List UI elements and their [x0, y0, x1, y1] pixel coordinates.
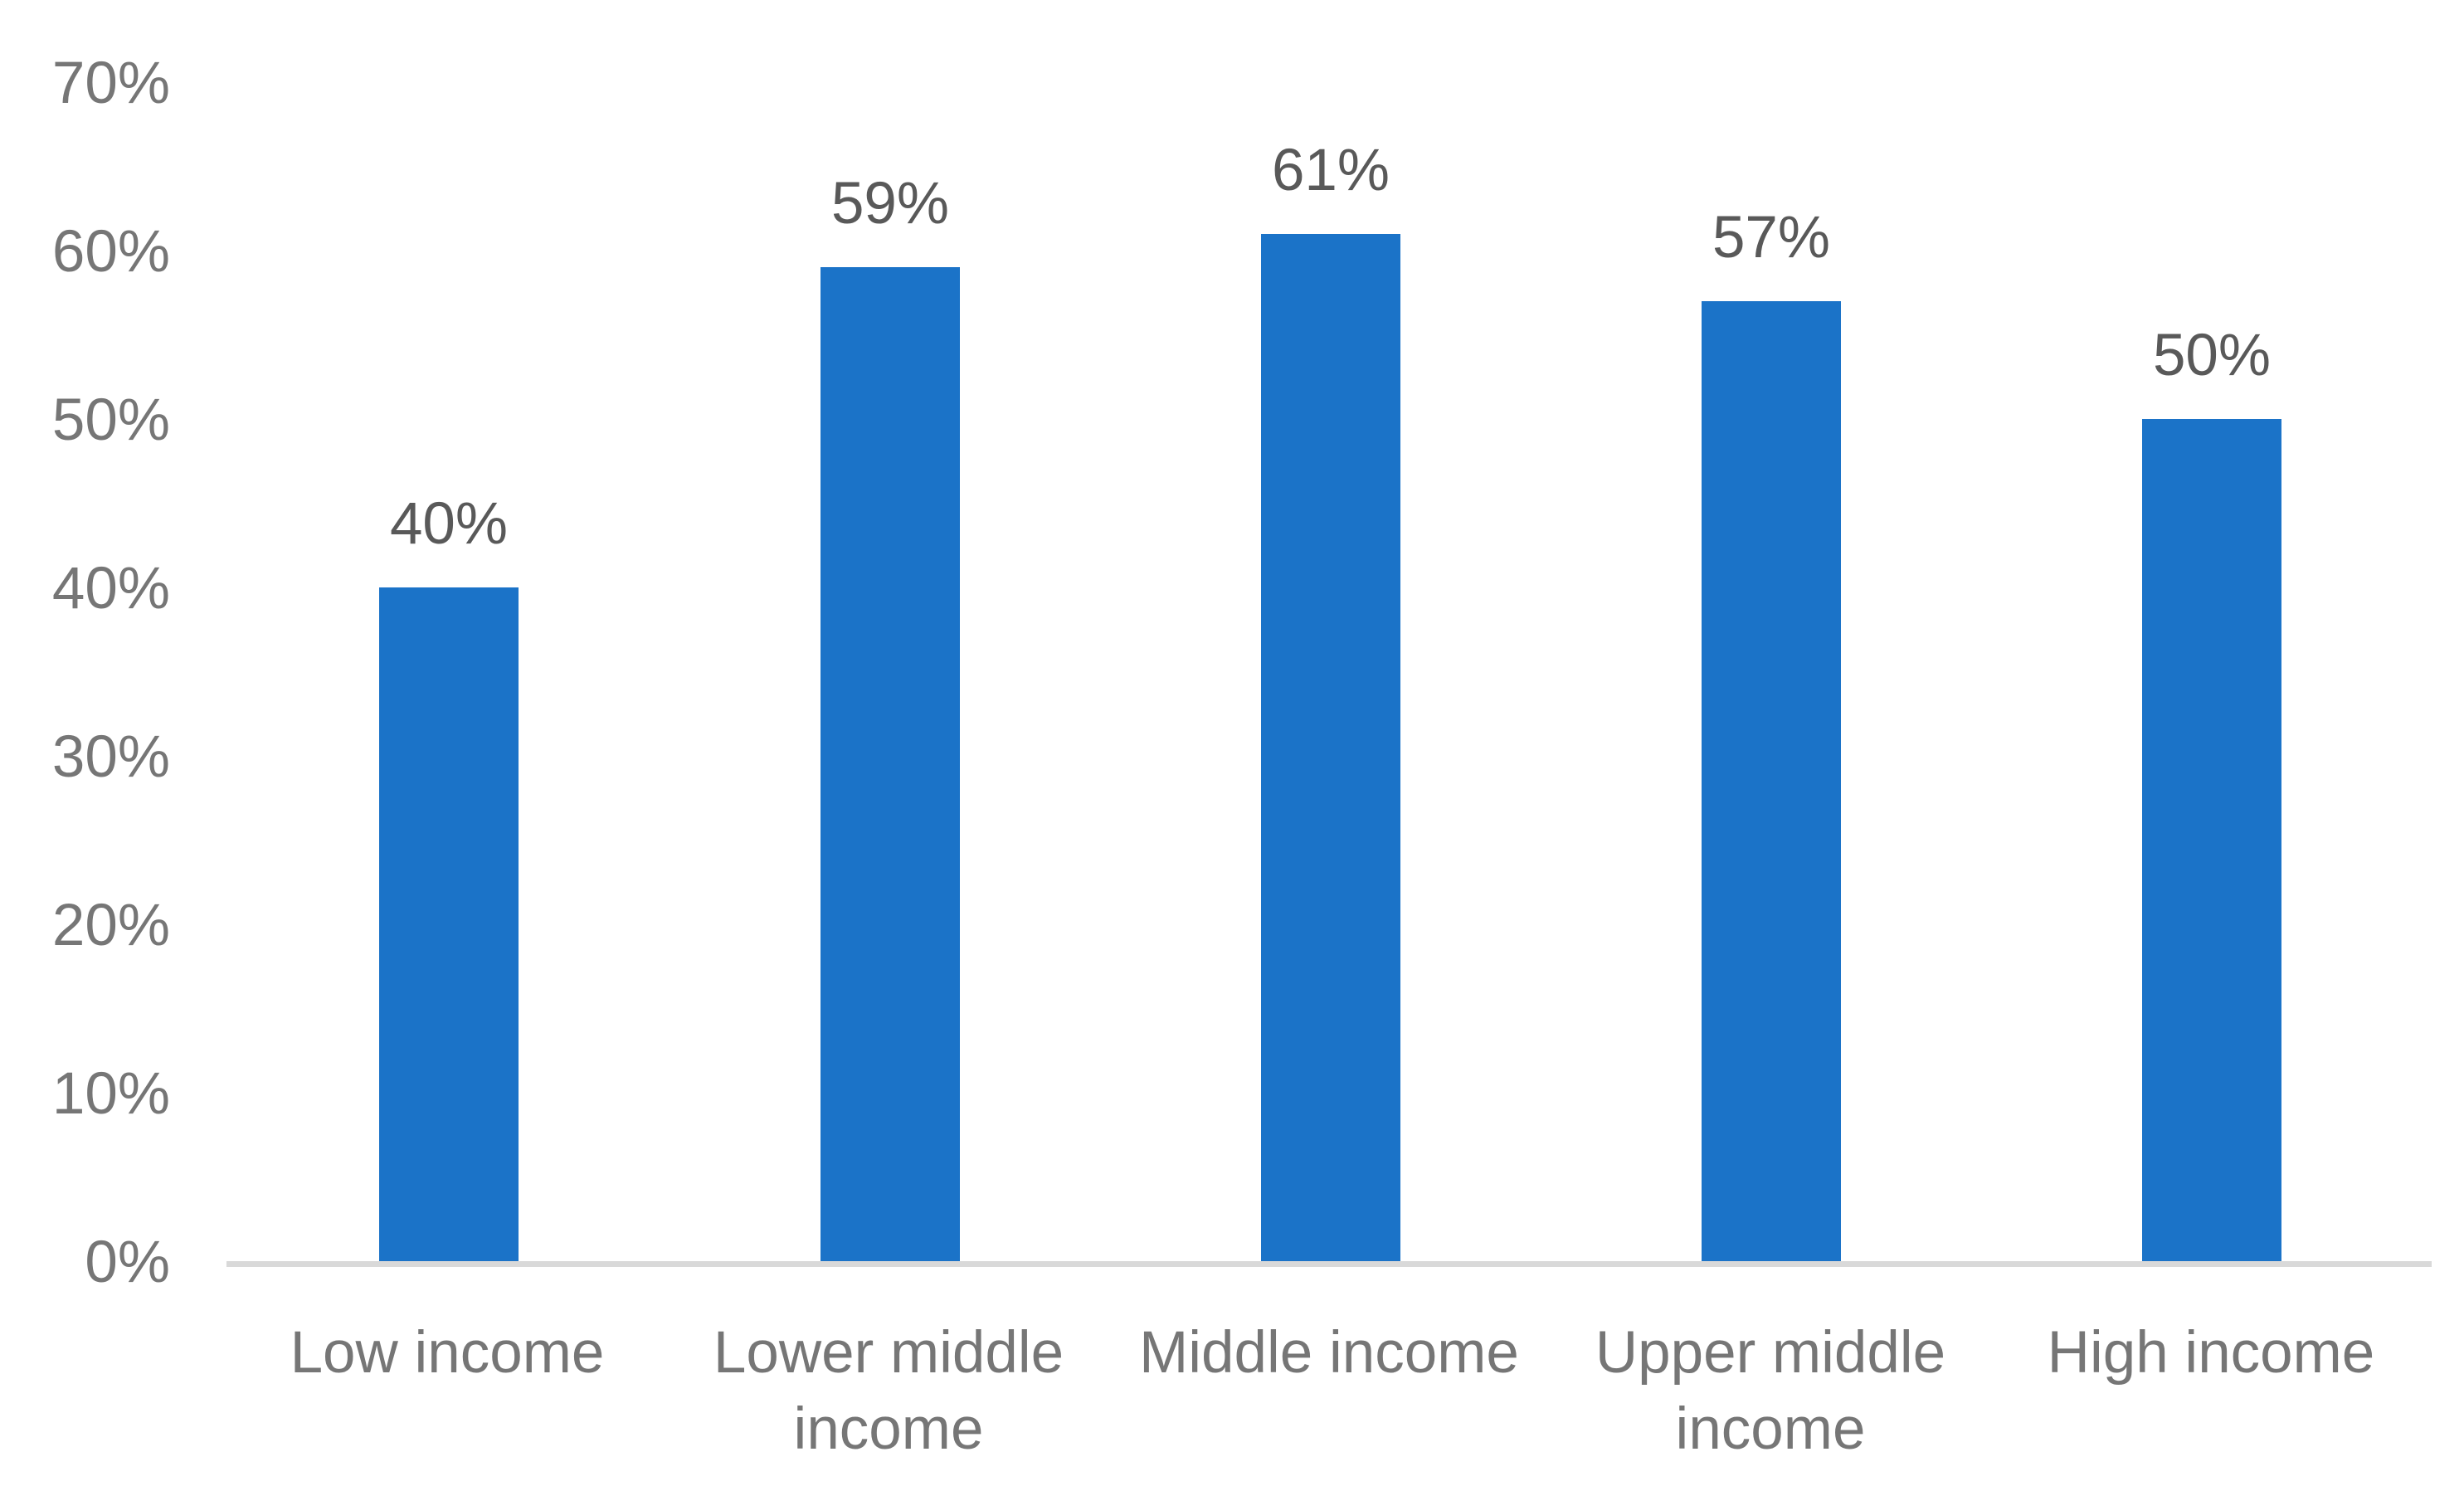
y-axis-tick-label: 50% — [51, 387, 170, 453]
plot-area: 40% 59% 61% 57% 50% — [226, 82, 2432, 1261]
bar-lower-middle-income — [821, 267, 960, 1261]
y-axis-tick-label: 70% — [51, 51, 170, 116]
y-axis-tick-label: 40% — [51, 556, 170, 621]
y-axis-tick-label: 60% — [51, 219, 170, 285]
data-label: 57% — [1712, 204, 1831, 270]
x-axis-line — [226, 1261, 2432, 1267]
y-axis-tick-label: 20% — [51, 893, 170, 958]
x-axis-category-label: Upper middle income — [1595, 1320, 1946, 1462]
bar-upper-middle-income — [1702, 300, 1841, 1261]
y-axis-tick-label: 30% — [51, 724, 170, 790]
x-axis-category-label: Middle income — [1139, 1320, 1519, 1386]
x-axis-category-label: Lower middle income — [713, 1320, 1064, 1462]
data-label: 40% — [389, 491, 509, 557]
y-axis: 70% 60% 50% 40% 30% 20% 10% 0% — [0, 0, 170, 1486]
data-label: 59% — [830, 171, 950, 237]
x-axis-category-label: Low income — [290, 1320, 605, 1386]
bar-low-income — [379, 587, 519, 1261]
bar-high-income — [2142, 419, 2281, 1261]
x-axis-category-label: High income — [2047, 1320, 2375, 1386]
data-label: 61% — [1271, 137, 1390, 203]
bar-middle-income — [1261, 233, 1400, 1261]
data-label: 50% — [2152, 323, 2272, 388]
y-axis-tick-label: 10% — [51, 1061, 170, 1127]
y-axis-tick-label: 0% — [85, 1230, 170, 1295]
